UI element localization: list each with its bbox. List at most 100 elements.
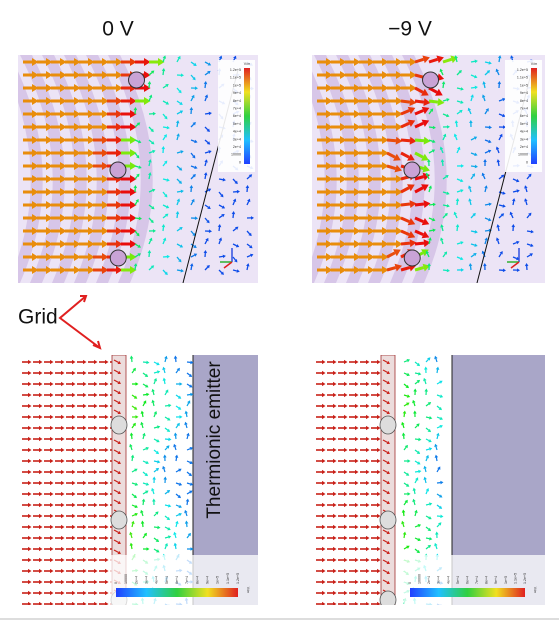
- arrow-shaft: [205, 175, 206, 179]
- colorbar-tick-label: 1e+5: [504, 576, 508, 584]
- arrow-shaft: [415, 204, 424, 205]
- colorbar-tick-label: 1.2e+5: [517, 68, 528, 72]
- colorbar-tick-label: 5e+4: [165, 576, 169, 584]
- arrow-shaft: [164, 381, 165, 384]
- arrow-shaft: [177, 214, 178, 218]
- colorbar-tick-label: 2e+4: [427, 576, 431, 584]
- grid-wire: [423, 72, 439, 88]
- colorbar-tick-label: 1e+5: [216, 576, 220, 584]
- colorbar-tick-label: 0: [408, 582, 412, 584]
- colorbar-unit: V/m: [533, 587, 537, 593]
- arrow-shaft: [186, 414, 187, 417]
- colorbar-tick-label: 4e+4: [446, 576, 450, 584]
- colorbar-tick-label: 6e+4: [520, 114, 528, 118]
- colorbar-tick-label: 0: [239, 160, 241, 164]
- arrow-shaft: [143, 502, 144, 505]
- arrow-shaft: [499, 58, 500, 62]
- colorbar-unit: V/m: [531, 62, 537, 66]
- arrow-shaft: [443, 84, 444, 88]
- arrow-shaft: [149, 175, 150, 179]
- colorbar-tick-label: 1.1e+5: [517, 76, 528, 80]
- grid-pointer: [60, 296, 100, 348]
- arrow-shaft: [471, 61, 475, 62]
- arrow-shaft: [485, 62, 489, 63]
- colorbar-tick-label: 3e+4: [144, 576, 148, 584]
- arrow-shaft: [131, 546, 132, 549]
- arrow-shaft: [176, 524, 177, 527]
- field-panel: V/m1.2e+51.1e+51e+59e+48e+47e+46e+45e+44…: [292, 55, 545, 283]
- colorbar-tick-label: 7e+4: [185, 576, 189, 584]
- arrow-shaft: [429, 230, 433, 231]
- arrow-shaft: [177, 270, 181, 271]
- grid-wire: [404, 162, 420, 178]
- colorbar-unit: V/m: [246, 587, 250, 593]
- wire-node: [380, 591, 396, 609]
- colorbar-tick-label: 10000: [124, 574, 128, 584]
- colorbar-tick-label: 4e+4: [155, 576, 159, 584]
- arrow-shaft: [142, 414, 143, 417]
- voltage-label: −9 V: [388, 18, 432, 41]
- colorbar-tick-label: 10000: [231, 153, 241, 157]
- colorbar-tick-label: 1.1e+5: [230, 76, 241, 80]
- colorbar-tick-label: 0: [114, 582, 118, 584]
- colorbar-tick-label: 6e+4: [175, 576, 179, 584]
- colorbar-tick-label: 10000: [518, 153, 528, 157]
- colorbar-tick-label: 1.1e+5: [226, 573, 230, 584]
- arrow-shaft: [456, 123, 457, 127]
- arrow-shaft: [233, 270, 237, 271]
- arrow-shaft: [437, 370, 438, 373]
- arrow-shaft: [415, 373, 418, 374]
- arrow-shaft: [177, 123, 178, 127]
- grid-wire: [110, 162, 126, 178]
- arrow-shaft: [247, 266, 248, 270]
- colorbar-tick-label: 3e+4: [233, 137, 241, 141]
- colorbar-tick-label: 7e+4: [233, 106, 241, 110]
- grid-wire: [110, 250, 126, 266]
- arrow-shaft: [499, 205, 503, 206]
- colorbar-tick-label: 6e+4: [233, 114, 241, 118]
- arrow-shaft: [527, 231, 531, 232]
- arrow-shaft: [177, 191, 181, 192]
- colorbar: [116, 588, 238, 597]
- colorbar-tick-label: 8e+4: [195, 576, 199, 584]
- figure: 0 V −9 V V/m1.2e+51.1e+51e+59e+48e+47e+4…: [0, 0, 559, 623]
- arrow-shaft: [415, 471, 418, 472]
- arrow-shaft: [191, 266, 192, 270]
- wire-node: [380, 511, 396, 529]
- colorbar-tick-label: 5e+4: [520, 122, 528, 126]
- colorbar-tick-label: 1e+5: [520, 83, 528, 87]
- arrow-shaft: [165, 505, 168, 506]
- colorbar-tick-label: 4e+4: [233, 130, 241, 134]
- arrow-shaft: [154, 461, 157, 462]
- colorbar-tick-label: 5e+4: [456, 576, 460, 584]
- arrow-shaft: [471, 231, 475, 232]
- grid-wire: [129, 72, 145, 88]
- field-panel: V/m1.2e+51.1e+51e+59e+48e+47e+46e+45e+44…: [312, 355, 545, 609]
- arrow-shaft: [426, 417, 429, 418]
- field-panel: V/m1.2e+51.1e+51e+59e+48e+47e+46e+45e+44…: [0, 55, 258, 283]
- colorbar-tick-label: 10000: [418, 574, 422, 584]
- wire-node: [380, 416, 396, 434]
- colorbar-tick-label: 2e+4: [233, 145, 241, 149]
- arrow-shaft: [132, 458, 133, 461]
- arrow-shaft: [485, 188, 486, 192]
- arrow-shaft: [429, 127, 433, 128]
- arrow-shaft: [485, 204, 489, 205]
- colorbar-tick-label: 9e+4: [233, 91, 241, 95]
- colorbar-tick-label: 9e+4: [205, 576, 209, 584]
- colorbar-tick-label: 4e+4: [520, 130, 528, 134]
- arrow-shaft: [163, 179, 167, 180]
- arrow-shaft: [219, 256, 223, 257]
- colorbar-tick-label: 1.2e+5: [523, 573, 527, 584]
- arrow-shaft: [387, 140, 396, 141]
- arrow-shaft: [484, 84, 485, 88]
- wire-node: [111, 416, 127, 434]
- arrow-shaft: [426, 538, 429, 539]
- arrow-shaft: [471, 87, 475, 88]
- arrow-shaft: [132, 524, 133, 527]
- arrow-shaft: [456, 58, 457, 62]
- arrow-shaft: [513, 201, 514, 205]
- arrow-shaft: [425, 480, 426, 483]
- arrow-shaft: [426, 504, 429, 505]
- colorbar-tick-label: 8e+4: [485, 576, 489, 584]
